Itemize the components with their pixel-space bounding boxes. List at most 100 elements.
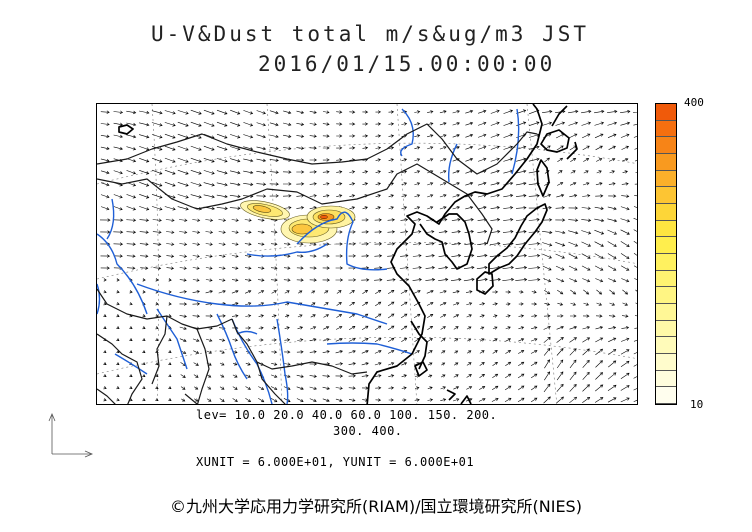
wind-vector <box>441 362 446 366</box>
wind-vector <box>595 182 603 186</box>
wind-vector <box>361 230 369 234</box>
wind-vector <box>179 338 187 342</box>
colorbar-segment <box>656 187 676 204</box>
wind-vector <box>505 338 512 342</box>
wind-vector <box>621 145 630 150</box>
wind-vector <box>620 229 630 235</box>
wind-vector <box>361 278 370 282</box>
wind-vector <box>205 230 214 234</box>
wind-vector <box>269 158 279 162</box>
wind-vector <box>581 265 591 271</box>
wind-vector <box>608 337 617 343</box>
wind-vector <box>465 290 473 294</box>
wind-vector <box>155 386 159 390</box>
wind-vector <box>245 302 252 306</box>
colorbar-segment <box>656 153 676 171</box>
wind-vector <box>476 265 488 270</box>
wind-vector <box>140 254 149 258</box>
wind-vector <box>502 229 514 234</box>
wind-vector <box>164 133 176 139</box>
wind-vector <box>414 134 421 138</box>
wind-vector <box>568 206 578 210</box>
wind-vector <box>414 170 421 174</box>
wind-vector <box>542 253 552 259</box>
wind-vector <box>243 134 254 139</box>
wind-vector <box>440 386 446 390</box>
wind-vector <box>335 362 344 366</box>
wind-vector <box>633 253 637 256</box>
wind-vector <box>620 218 631 223</box>
wind-vector <box>607 109 618 114</box>
wind-vector <box>323 314 330 318</box>
wind-vector <box>349 313 356 319</box>
wind-vector <box>479 338 485 342</box>
wind-vector <box>207 374 212 378</box>
colorbar-segment <box>656 270 676 288</box>
wind-vector <box>374 350 382 354</box>
wind-vector <box>245 398 252 403</box>
wind-vector <box>569 359 577 369</box>
wind-vector <box>439 158 447 162</box>
wind-vector <box>142 374 146 378</box>
wind-vector <box>362 146 369 150</box>
wind-vector <box>139 218 150 222</box>
wind-vector <box>322 266 330 270</box>
wind-vector <box>336 110 343 114</box>
wind-vector <box>413 289 421 294</box>
wind-vector <box>543 145 551 151</box>
wind-vector <box>569 182 577 186</box>
wind-vector <box>428 374 433 378</box>
wind-vector <box>633 111 637 113</box>
wind-vector <box>479 362 485 366</box>
wind-vector <box>284 302 290 306</box>
wind-vector <box>477 157 487 162</box>
wind-vector <box>412 266 422 270</box>
wind-vector <box>568 241 579 247</box>
wind-vector <box>374 242 383 246</box>
wind-vector <box>438 277 449 282</box>
wind-vector <box>192 338 200 342</box>
wind-vector <box>528 278 541 282</box>
wind-vector <box>129 338 133 342</box>
wind-vector <box>310 302 316 306</box>
wind-vector <box>635 302 637 304</box>
wind-vector <box>374 218 382 222</box>
wind-vector <box>375 386 382 390</box>
wind-vector <box>296 350 304 354</box>
wind-vector <box>283 278 291 282</box>
wind-vector <box>335 374 344 378</box>
wind-vector <box>126 242 136 246</box>
wind-vector <box>528 266 541 270</box>
wind-vector <box>203 158 215 163</box>
wind-vector <box>465 133 474 138</box>
wind-vector <box>271 290 277 294</box>
wind-vector <box>477 145 487 150</box>
wind-vector <box>129 350 133 354</box>
wind-vector <box>543 314 551 318</box>
wind-vector <box>609 289 616 295</box>
wind-vector <box>168 374 172 378</box>
wind-vector <box>414 350 420 354</box>
wind-vector <box>608 182 616 186</box>
wind-vector <box>206 338 213 342</box>
colorbar-min-label: 10 <box>690 398 704 411</box>
wind-vector <box>388 146 395 150</box>
wind-vector <box>479 373 485 378</box>
wind-vector <box>151 134 163 139</box>
wind-vector <box>634 278 637 280</box>
wind-vector <box>595 314 603 318</box>
wind-vector <box>270 398 278 403</box>
wind-vector <box>244 242 252 246</box>
wind-vector <box>283 146 292 150</box>
wind-vector <box>544 371 551 381</box>
wind-vector <box>322 386 330 390</box>
wind-vector <box>270 266 278 270</box>
wind-vector <box>336 134 343 138</box>
wind-vector <box>387 290 395 294</box>
wind-vector <box>374 230 382 234</box>
wind-vector <box>151 181 163 187</box>
wind-vector <box>349 170 356 174</box>
wind-vector <box>581 241 592 247</box>
wind-vector <box>113 194 123 199</box>
wind-vector <box>530 361 538 367</box>
